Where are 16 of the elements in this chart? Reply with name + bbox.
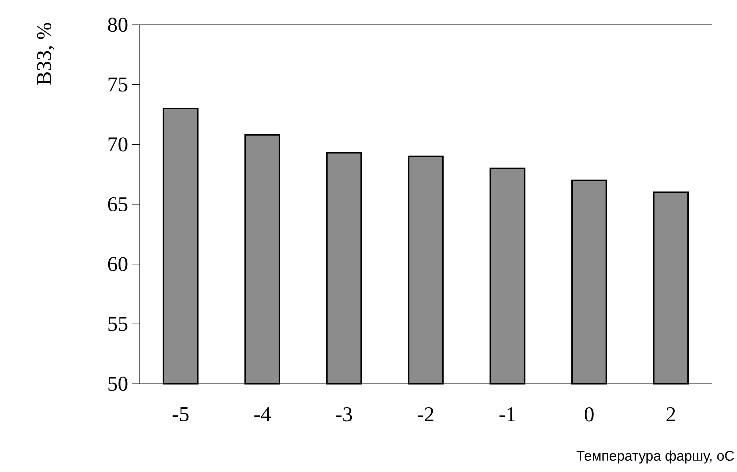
y-tick-label: 55 — [108, 317, 128, 332]
x-tick-label: -4 — [254, 408, 271, 422]
x-tick-label: -1 — [500, 408, 516, 422]
x-tick-label: -3 — [336, 408, 352, 422]
x-tick-label: 2 — [666, 408, 676, 422]
y-tick-label: 60 — [108, 257, 128, 272]
y-tick-label: 75 — [108, 78, 128, 92]
y-tick-label: 65 — [108, 197, 128, 212]
x-tick-label: -5 — [172, 408, 189, 422]
y-tick-label: 80 — [108, 18, 128, 32]
x-axis-title: Температура фаршу, оС — [576, 450, 734, 464]
x-tick-label: 0 — [584, 408, 594, 422]
y-axis-title: ВЗЗ, % — [37, 23, 54, 85]
y-tick-label: 70 — [108, 138, 128, 152]
y-tick-label: 50 — [108, 376, 128, 392]
x-tick-label: -2 — [418, 408, 434, 422]
